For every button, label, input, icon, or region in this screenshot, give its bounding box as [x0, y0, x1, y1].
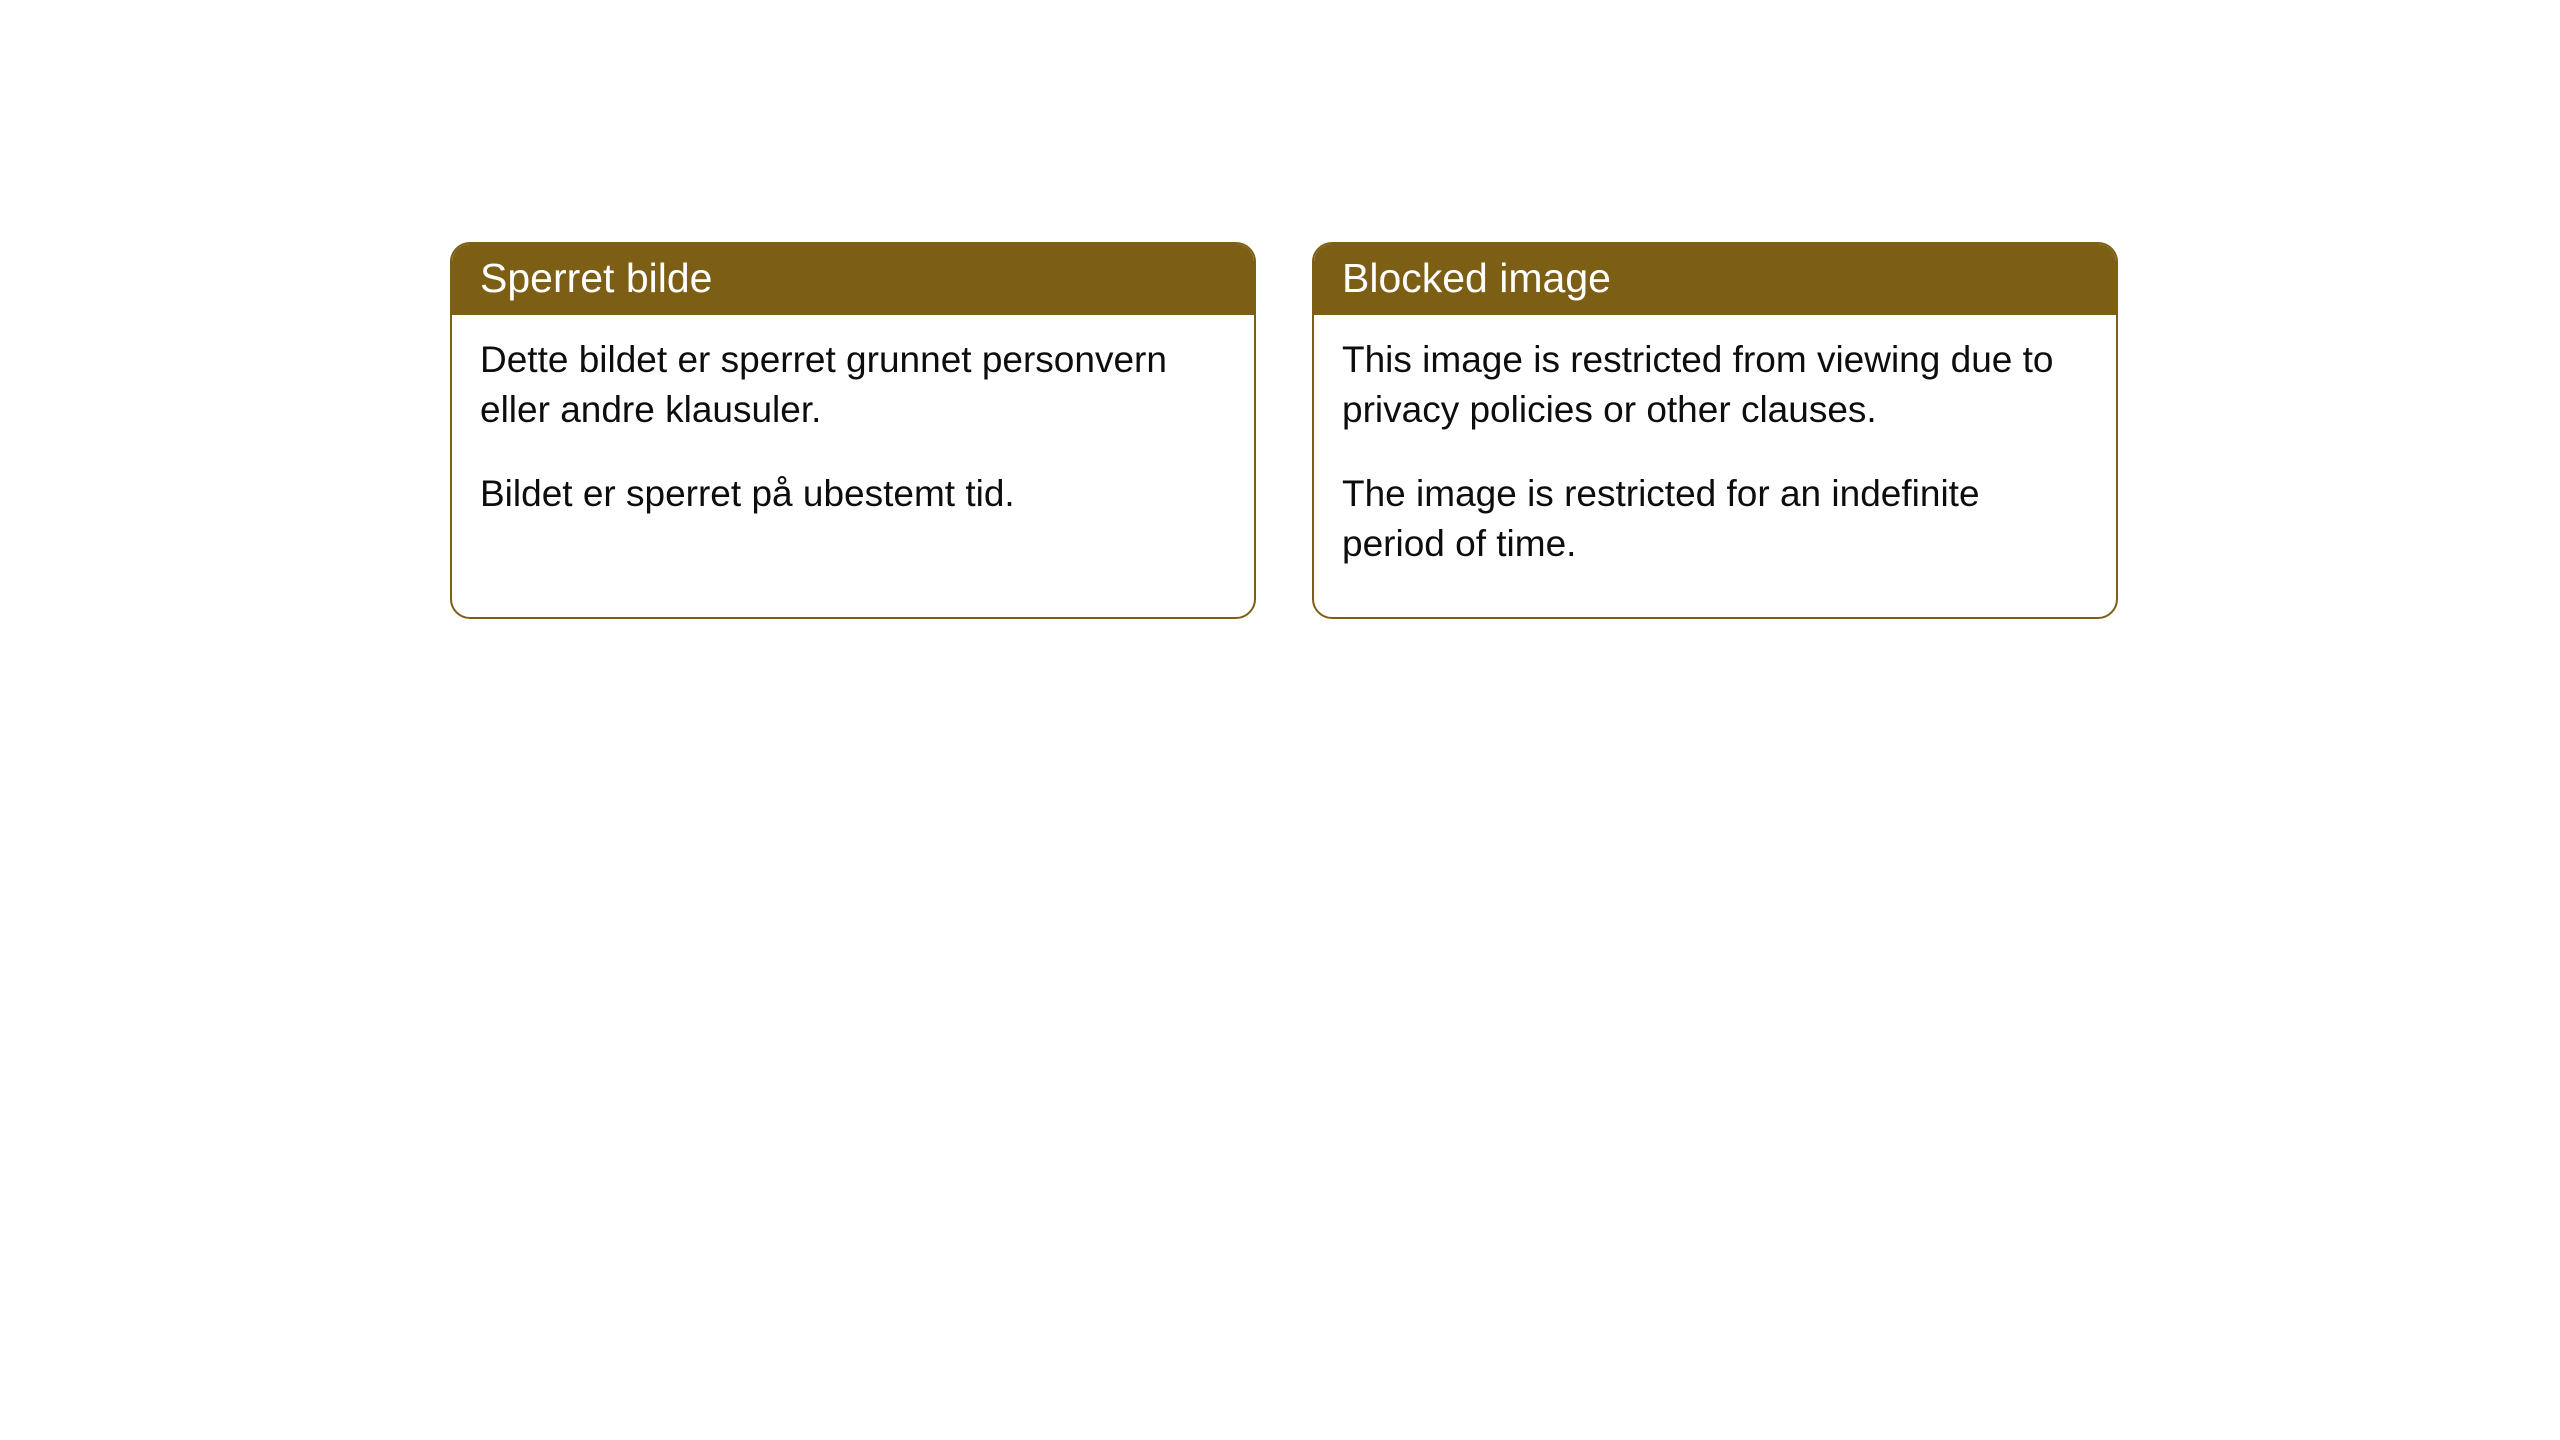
- notice-paragraph: Bildet er sperret på ubestemt tid.: [480, 469, 1226, 519]
- notice-paragraph: The image is restricted for an indefinit…: [1342, 469, 2088, 569]
- notice-title: Sperret bilde: [480, 255, 712, 301]
- notice-header-norwegian: Sperret bilde: [452, 244, 1254, 315]
- notice-card-english: Blocked image This image is restricted f…: [1312, 242, 2118, 619]
- notice-title: Blocked image: [1342, 255, 1611, 301]
- notice-header-english: Blocked image: [1314, 244, 2116, 315]
- notice-body-norwegian: Dette bildet er sperret grunnet personve…: [452, 315, 1254, 567]
- notice-cards-container: Sperret bilde Dette bildet er sperret gr…: [0, 0, 2560, 619]
- notice-paragraph: This image is restricted from viewing du…: [1342, 335, 2088, 435]
- notice-paragraph: Dette bildet er sperret grunnet personve…: [480, 335, 1226, 435]
- notice-body-english: This image is restricted from viewing du…: [1314, 315, 2116, 617]
- notice-card-norwegian: Sperret bilde Dette bildet er sperret gr…: [450, 242, 1256, 619]
